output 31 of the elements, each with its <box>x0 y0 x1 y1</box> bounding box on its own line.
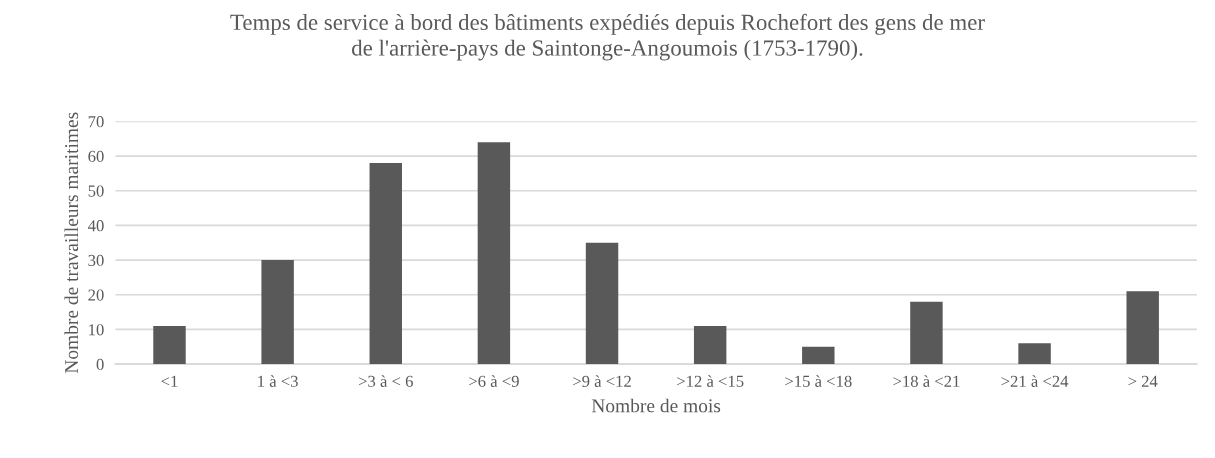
bar <box>802 346 835 365</box>
bar <box>910 301 943 365</box>
y-tick-label: 0 <box>96 358 104 371</box>
x-tick-label: >18 à <21 <box>893 375 960 387</box>
x-tick-label: >3 à < 6 <box>358 375 413 387</box>
x-tick-label: >6 à <9 <box>469 375 519 387</box>
bar <box>261 260 294 365</box>
bar <box>477 142 511 365</box>
x-tick-label: >15 à <18 <box>785 375 852 387</box>
bar <box>153 325 186 365</box>
bar <box>585 242 619 365</box>
y-tick-label: 30 <box>88 254 104 267</box>
bar <box>369 162 402 365</box>
x-tick-label: <1 <box>161 375 178 387</box>
y-tick-label: 50 <box>88 185 104 197</box>
x-tick-label: > 24 <box>1128 375 1158 387</box>
y-tick-label: 20 <box>88 289 104 301</box>
y-tick-label: 70 <box>88 116 104 128</box>
bar <box>1018 343 1051 365</box>
chart-title: Temps de service à bord des bâtiments expédiés depuis Rochefort des gens de mer de l'arrière-pays de Saintonge-Angoumois (1753-1790). <box>230 13 985 61</box>
x-tick-label: 1 à <3 <box>258 375 298 387</box>
bar <box>1126 291 1159 365</box>
y-tick-label: 40 <box>87 220 104 232</box>
x-tick-label: >9 à <12 <box>573 375 631 387</box>
y-tick-label: 10 <box>89 324 104 336</box>
x-tick-label: >21 à <24 <box>1001 375 1069 387</box>
y-axis-title: Nombre de travailleurs maritimes <box>64 112 79 374</box>
bar <box>693 325 727 365</box>
y-tick-label: 60 <box>88 150 104 162</box>
x-axis-title: Nombre de mois <box>591 398 721 413</box>
x-tick-label: >12 à <15 <box>677 375 744 387</box>
